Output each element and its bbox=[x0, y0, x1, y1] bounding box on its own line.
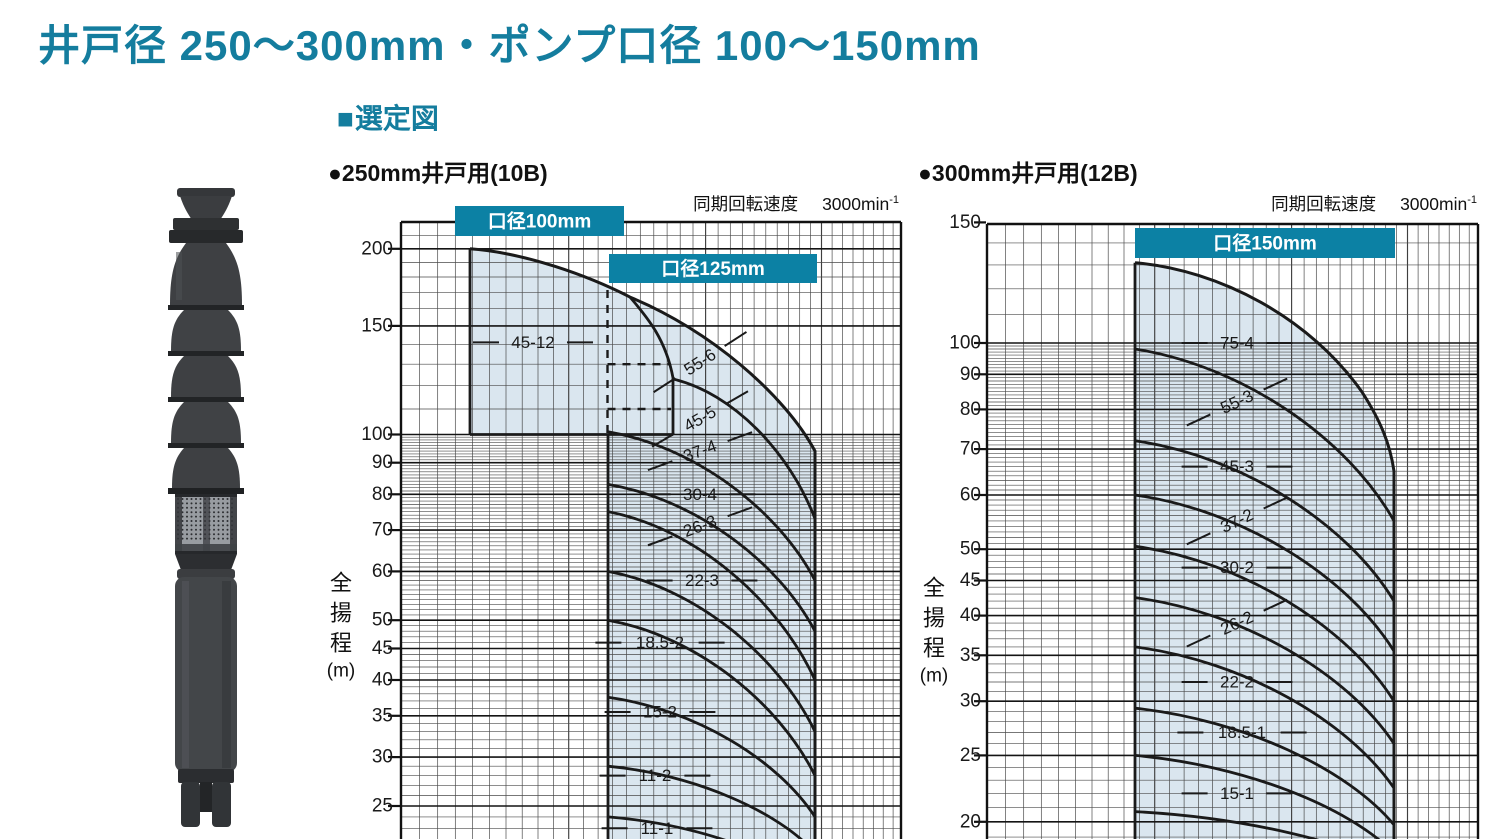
y-grid-minor bbox=[401, 235, 901, 829]
y-grid-minor bbox=[987, 242, 1478, 838]
curve-label: 30-2 bbox=[1181, 558, 1293, 577]
svg-text:45-3: 45-3 bbox=[1220, 457, 1254, 476]
y-tick-label: 60 bbox=[960, 485, 981, 506]
svg-text:口径100mm: 口径100mm bbox=[488, 211, 592, 233]
pump-curves bbox=[468, 247, 817, 839]
svg-text:22-3: 22-3 bbox=[685, 571, 719, 590]
svg-text:30-4: 30-4 bbox=[683, 485, 717, 504]
page-title: 井戸径 250〜300mm・ポンプ口径 100〜150mm bbox=[38, 22, 981, 69]
y-tick-label: 50 bbox=[372, 610, 393, 631]
svg-text:15-1: 15-1 bbox=[1220, 784, 1254, 803]
y-tick-label: 90 bbox=[372, 452, 393, 473]
y-tick-label: 100 bbox=[361, 424, 393, 445]
y-tick-label: 70 bbox=[960, 439, 981, 460]
y-axis-title: 全揚程 (m) bbox=[327, 571, 355, 682]
y-tick-label: 50 bbox=[960, 539, 981, 560]
y-tick-label: 20 bbox=[960, 811, 981, 832]
y-tick-label: 45 bbox=[960, 570, 981, 591]
square-marker: ■ bbox=[337, 103, 354, 134]
curve-label: 15-2 bbox=[604, 703, 716, 722]
y-tick-label: 90 bbox=[960, 364, 981, 385]
y-tick-label: 70 bbox=[372, 520, 393, 541]
y-axis-ticks: 200 150 100 90 80 70 60 50 45 40 35 30 25 bbox=[361, 238, 400, 817]
svg-text:程: 程 bbox=[923, 636, 945, 661]
y-tick-label: 25 bbox=[372, 796, 393, 817]
svg-text:揚: 揚 bbox=[330, 601, 352, 626]
x-grid bbox=[401, 222, 894, 839]
y-tick-label: 150 bbox=[361, 315, 393, 336]
curve-label: 15-1 bbox=[1181, 784, 1293, 803]
sync-speed-300mm: 同期回転速度 3000min-1 bbox=[1271, 194, 1477, 214]
y-tick-label: 40 bbox=[372, 670, 393, 691]
y-tick-label: 35 bbox=[960, 645, 981, 666]
curve-label: 18.5-2 bbox=[595, 633, 725, 652]
curve-label: 75-4 bbox=[1181, 334, 1293, 353]
y-tick-label: 30 bbox=[372, 747, 393, 768]
svg-text:22-2: 22-2 bbox=[1220, 673, 1254, 692]
svg-text:全: 全 bbox=[330, 571, 352, 596]
bore-badge: 口径150mm bbox=[1135, 228, 1395, 258]
y-tick-label: 100 bbox=[949, 333, 981, 354]
curve-label: 45-3 bbox=[1181, 457, 1293, 476]
curve-label: 11-2 bbox=[599, 766, 711, 785]
svg-text:全: 全 bbox=[923, 576, 945, 601]
y-tick-label: 80 bbox=[960, 399, 981, 420]
dashed-guides bbox=[606, 290, 671, 435]
selection-chart-250mm: 45-1255-645-537-430-426-322-318.5-215-21… bbox=[327, 206, 903, 839]
svg-text:45-12: 45-12 bbox=[511, 333, 554, 352]
x-grid bbox=[987, 224, 1470, 839]
svg-text:(m): (m) bbox=[327, 661, 355, 682]
svg-text:程: 程 bbox=[330, 631, 352, 656]
pump-photo bbox=[168, 188, 244, 827]
bore-badge: 口径125mm bbox=[609, 254, 817, 283]
curve-label: 22-3 bbox=[646, 571, 758, 590]
chart-title-300mm: ●300mm井戸用(12B) bbox=[918, 160, 1138, 186]
svg-text:15-2: 15-2 bbox=[643, 703, 677, 722]
section-heading-label: 選定図 bbox=[354, 103, 439, 134]
svg-text:11-1: 11-1 bbox=[641, 819, 674, 838]
pump-curves bbox=[1133, 261, 1396, 839]
y-tick-label: 45 bbox=[372, 638, 393, 659]
sync-speed-250mm: 同期回転速度 3000min-1 bbox=[693, 194, 899, 214]
shaded-operating-region bbox=[1135, 262, 1394, 839]
y-tick-label: 35 bbox=[372, 705, 393, 726]
y-grid-major bbox=[987, 342, 1478, 823]
y-tick-label: 30 bbox=[960, 691, 981, 712]
y-axis-title: 全揚程 (m) bbox=[920, 576, 948, 687]
svg-text:揚: 揚 bbox=[923, 606, 945, 631]
selection-charts: 45-1255-645-537-430-426-322-318.5-215-21… bbox=[327, 206, 1480, 839]
bore-badge: 口径100mm bbox=[455, 206, 624, 236]
curve-label: 22-2 bbox=[1181, 673, 1293, 692]
svg-text:(m): (m) bbox=[920, 666, 948, 687]
y-tick-label: 25 bbox=[960, 745, 981, 766]
curve-label: 18.5-1 bbox=[1177, 723, 1307, 742]
y-tick-label: 60 bbox=[372, 561, 393, 582]
y-tick-label: 40 bbox=[960, 605, 981, 626]
chart-title-250mm: ●250mm井戸用(10B) bbox=[328, 160, 548, 186]
selection-chart-300mm: 75-455-345-337-230-226-222-218.5-115-115… bbox=[920, 212, 1480, 839]
y-axis-ticks: 150 100 90 80 70 60 50 45 40 35 30 25 20 bbox=[949, 212, 986, 832]
y-tick-label: 200 bbox=[361, 238, 393, 259]
bullet-icon: ● bbox=[328, 160, 342, 186]
svg-text:18.5-1: 18.5-1 bbox=[1218, 723, 1266, 742]
y-tick-label: 80 bbox=[372, 484, 393, 505]
plot-border bbox=[985, 222, 1480, 839]
section-heading: ■選定図 bbox=[337, 97, 439, 137]
svg-text:30-2: 30-2 bbox=[1220, 558, 1254, 577]
svg-text:75-4: 75-4 bbox=[1220, 334, 1254, 353]
svg-text:11-2: 11-2 bbox=[639, 766, 672, 785]
svg-text:18.5-2: 18.5-2 bbox=[636, 633, 684, 652]
curve-label: 45-12 bbox=[473, 333, 593, 352]
curve-label: 11-1 bbox=[601, 819, 713, 838]
bullet-icon: ● bbox=[918, 160, 932, 186]
shaded-operating-region bbox=[470, 248, 815, 839]
y-tick-label: 150 bbox=[949, 212, 981, 233]
curve-label: 30-4 bbox=[644, 485, 756, 504]
svg-text:口径125mm: 口径125mm bbox=[661, 258, 765, 280]
svg-text:口径150mm: 口径150mm bbox=[1213, 233, 1317, 255]
